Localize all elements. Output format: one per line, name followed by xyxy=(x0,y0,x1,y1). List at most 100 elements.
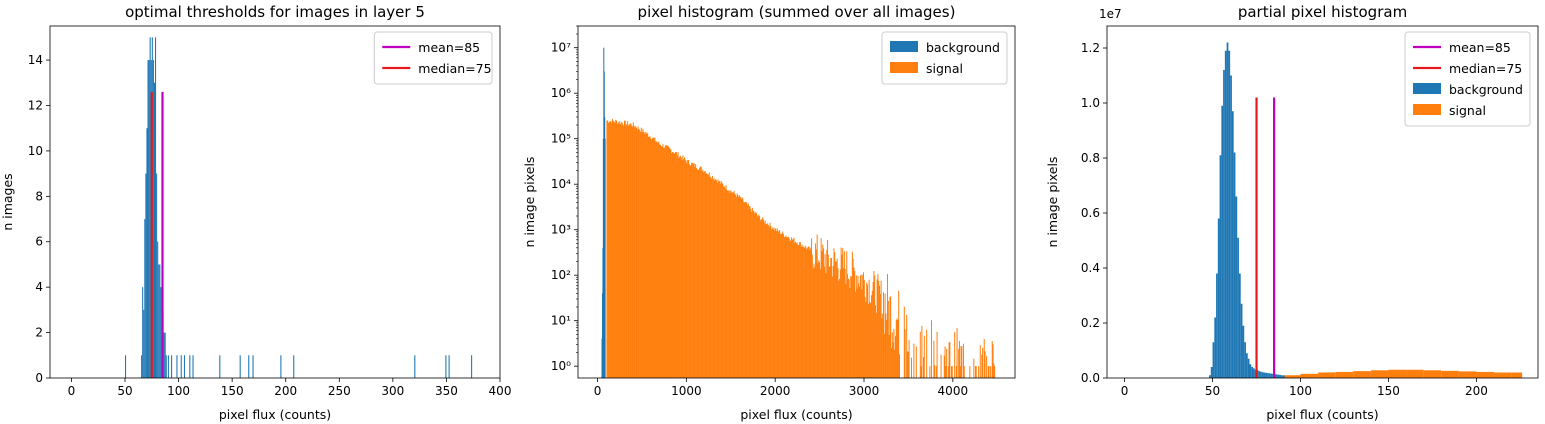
bar-signal xyxy=(788,238,790,378)
bar-background xyxy=(1245,353,1248,378)
bar-signal xyxy=(875,305,877,378)
bar-signal xyxy=(617,121,619,378)
bar-signal xyxy=(828,266,830,378)
bar-signal xyxy=(726,189,728,378)
y-tick-label: 0.2 xyxy=(1081,316,1100,330)
bar-signal xyxy=(638,129,640,378)
bar-signal xyxy=(732,192,734,378)
bar-signal xyxy=(791,239,793,378)
bar-signal xyxy=(983,338,985,378)
bar-signal xyxy=(706,173,708,378)
bar xyxy=(152,60,154,378)
bar-signal xyxy=(681,159,683,378)
bar xyxy=(171,355,173,378)
bar-signal xyxy=(703,172,705,378)
bar-signal xyxy=(991,341,993,378)
bar-signal xyxy=(863,272,865,378)
x-axis-label: pixel flux (counts) xyxy=(740,407,852,422)
bar xyxy=(219,355,221,378)
bar-signal xyxy=(882,313,884,378)
bar-signal xyxy=(684,159,686,378)
bar-signal xyxy=(806,249,808,378)
bar-signal xyxy=(624,120,626,378)
bar-signal xyxy=(883,292,885,378)
bar-signal xyxy=(783,233,785,378)
bar-signal xyxy=(822,244,824,378)
bar-signal xyxy=(982,347,984,378)
bar-signal xyxy=(756,215,758,378)
bar-signal xyxy=(1476,371,1495,378)
chart-title: optimal thresholds for images in layer 5 xyxy=(125,3,425,21)
bar-signal xyxy=(868,279,870,378)
bar-signal xyxy=(784,236,786,378)
bar-signal xyxy=(746,202,748,378)
bar-signal xyxy=(958,340,960,378)
bar-signal xyxy=(741,197,743,378)
bar-signal xyxy=(817,263,819,378)
bar-signal xyxy=(1282,375,1301,378)
bar-signal xyxy=(714,180,716,378)
bar-signal xyxy=(959,366,961,378)
bar-signal xyxy=(990,366,992,378)
bar-signal xyxy=(851,251,853,378)
bar-signal xyxy=(926,329,928,378)
bar-signal xyxy=(984,351,986,378)
bar-signal xyxy=(842,248,844,378)
bar-background xyxy=(1265,372,1268,378)
bar-signal xyxy=(667,145,669,378)
y-tick-label: 10³ xyxy=(551,223,571,237)
legend-label-median: median=75 xyxy=(1449,61,1522,76)
bar-signal xyxy=(785,235,787,378)
y-axis-label: n image pixels xyxy=(522,157,537,248)
bar-signal xyxy=(922,357,924,378)
bar-signal xyxy=(863,279,865,378)
bar-signal xyxy=(795,241,797,378)
bar-signal xyxy=(675,152,677,378)
bar-signal xyxy=(636,127,638,378)
bar xyxy=(183,355,185,378)
bar-signal xyxy=(934,365,936,378)
bar-signal xyxy=(655,141,657,378)
bar-signal xyxy=(910,357,912,378)
bar-signal xyxy=(811,238,813,378)
bar-signal xyxy=(808,246,810,378)
bar-signal xyxy=(643,131,645,378)
bar-signal xyxy=(881,318,883,378)
bar-signal xyxy=(740,199,742,378)
bar-signal xyxy=(658,141,660,378)
plot-area xyxy=(125,37,473,378)
bar-signal xyxy=(702,169,704,378)
bar-signal xyxy=(835,261,837,378)
bar-signal xyxy=(776,228,778,378)
bar-signal xyxy=(855,291,857,378)
bar-background xyxy=(1282,375,1285,378)
bar-signal xyxy=(734,193,736,378)
bar-signal xyxy=(824,254,826,378)
bar-signal xyxy=(979,345,981,378)
bar-signal xyxy=(804,245,806,378)
bar-background xyxy=(1219,155,1222,378)
bar-signal xyxy=(651,138,653,378)
bar-signal xyxy=(724,188,726,378)
bar-signal xyxy=(802,246,804,378)
bar-background xyxy=(1260,371,1262,378)
bar-signal xyxy=(762,217,764,378)
bar-background xyxy=(1281,375,1283,378)
bar-signal xyxy=(1335,371,1354,378)
bar-signal xyxy=(639,131,641,378)
bar-signal xyxy=(838,280,840,378)
bar-signal xyxy=(898,290,900,378)
bar-background xyxy=(1267,373,1269,378)
bar-signal xyxy=(835,261,837,378)
bar-signal xyxy=(757,216,759,378)
bar xyxy=(280,355,282,378)
legend: mean=85 median=75 background signal xyxy=(1404,31,1531,127)
bar-signal xyxy=(886,320,888,378)
bar-signal xyxy=(963,366,965,378)
bar-signal xyxy=(943,355,945,378)
bar-signal xyxy=(789,240,791,378)
x-tick-label: 150 xyxy=(221,384,244,398)
bar-signal xyxy=(705,173,707,378)
bar-signal xyxy=(649,136,651,378)
bar-signal xyxy=(738,196,740,378)
